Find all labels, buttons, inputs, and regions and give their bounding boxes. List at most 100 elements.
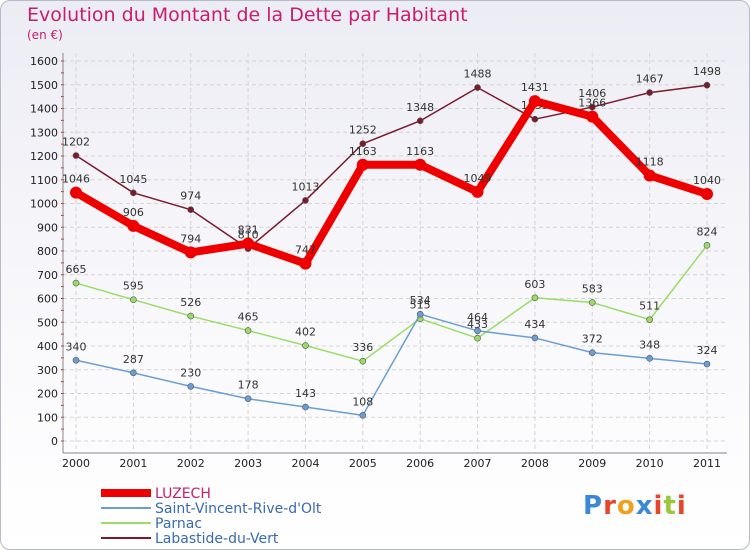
data-point xyxy=(474,334,481,342)
data-label: 906 xyxy=(123,206,144,219)
x-tick-label: 2008 xyxy=(521,457,549,470)
data-point xyxy=(588,299,596,306)
data-label: 603 xyxy=(524,278,545,291)
logo-letter: r xyxy=(603,491,617,521)
y-tick-label: 300 xyxy=(37,364,58,377)
y-tick-label: 1400 xyxy=(30,103,58,116)
data-label: 1118 xyxy=(636,155,664,168)
data-label: 287 xyxy=(123,353,144,366)
y-tick-label: 1300 xyxy=(30,126,58,139)
data-label: 230 xyxy=(180,366,201,379)
y-tick-label: 800 xyxy=(37,245,58,258)
data-label: 1467 xyxy=(636,73,664,86)
data-label: 434 xyxy=(524,318,545,331)
data-point xyxy=(130,189,137,197)
y-tick-label: 600 xyxy=(37,293,58,306)
data-label: 464 xyxy=(467,311,488,324)
data-label: 526 xyxy=(180,296,201,309)
x-tick-label: 2004 xyxy=(291,457,319,470)
data-point xyxy=(414,158,427,171)
data-point xyxy=(528,95,541,108)
y-tick-label: 1500 xyxy=(30,79,58,92)
data-label: 465 xyxy=(238,311,259,324)
data-point xyxy=(359,357,367,365)
data-point xyxy=(586,110,599,123)
data-label: 1252 xyxy=(349,124,377,137)
data-point xyxy=(242,237,255,250)
x-tick-label: 2002 xyxy=(177,457,205,470)
data-label: 1040 xyxy=(693,174,721,187)
data-label: 340 xyxy=(66,340,87,353)
data-label: 336 xyxy=(352,341,373,354)
data-label: 515 xyxy=(410,299,431,312)
data-label: 1406 xyxy=(578,87,606,100)
data-point xyxy=(703,360,711,368)
x-tick-label: 2000 xyxy=(62,457,90,470)
y-tick-label: 0 xyxy=(51,435,58,448)
y-tick-label: 1100 xyxy=(30,174,58,187)
data-label: 824 xyxy=(697,225,718,238)
data-point xyxy=(187,312,195,320)
logo-letter: i xyxy=(676,491,687,521)
data-point xyxy=(646,316,653,323)
data-label: 143 xyxy=(295,387,316,400)
series-line-3 xyxy=(72,97,711,268)
y-tick-label: 1200 xyxy=(30,150,58,163)
data-point xyxy=(359,412,367,419)
data-point xyxy=(703,81,711,89)
y-tick-label: 100 xyxy=(37,411,58,424)
x-tick-label: 2001 xyxy=(119,457,147,470)
data-point xyxy=(588,103,596,111)
series-line-1 xyxy=(75,244,708,362)
data-point xyxy=(531,334,539,342)
data-label: 324 xyxy=(697,344,718,357)
x-tick-label: 2011 xyxy=(693,457,721,470)
data-label: 1049 xyxy=(464,172,492,185)
data-point xyxy=(703,242,711,249)
data-point xyxy=(643,169,656,182)
data-point xyxy=(531,115,539,123)
data-point xyxy=(244,395,252,403)
y-tick-label: 700 xyxy=(37,269,58,282)
logo-letter: t xyxy=(663,491,677,521)
data-label: 1431 xyxy=(521,81,549,94)
data-point xyxy=(302,342,309,349)
data-label: 831 xyxy=(238,224,259,237)
logo-letter: P xyxy=(583,491,604,521)
x-tick-label: 2003 xyxy=(234,457,262,470)
data-label: 665 xyxy=(66,263,87,276)
data-point xyxy=(130,369,137,377)
y-tick-label: 1600 xyxy=(30,55,58,68)
data-point xyxy=(72,356,80,364)
legend-label: Labastide-du-Vert xyxy=(155,531,279,547)
x-tick-label: 2005 xyxy=(349,457,377,470)
data-label: 1366 xyxy=(578,97,606,110)
data-label: 1045 xyxy=(119,173,147,186)
data-label: 511 xyxy=(639,300,660,313)
logo-letter: i xyxy=(653,491,664,521)
data-point xyxy=(72,279,80,287)
data-point xyxy=(244,327,252,334)
data-label: 1488 xyxy=(464,68,492,81)
data-point xyxy=(72,152,80,159)
data-point xyxy=(356,158,369,171)
data-label: 1013 xyxy=(291,180,319,193)
data-point xyxy=(299,257,312,270)
data-label: 974 xyxy=(180,190,201,203)
data-point xyxy=(187,383,195,390)
x-tick-label: 2010 xyxy=(636,457,664,470)
data-point xyxy=(474,84,481,91)
data-label: 372 xyxy=(582,333,603,346)
data-point xyxy=(187,206,195,213)
data-point xyxy=(416,310,424,318)
data-label: 1348 xyxy=(406,101,434,114)
data-label: 810 xyxy=(238,229,259,242)
data-label: 1163 xyxy=(406,145,434,158)
y-tick-label: 200 xyxy=(37,388,58,401)
data-point xyxy=(130,296,137,303)
data-point xyxy=(184,246,197,259)
y-tick-label: 500 xyxy=(37,316,58,329)
data-label: 1498 xyxy=(693,65,721,78)
data-label: 583 xyxy=(582,283,603,296)
